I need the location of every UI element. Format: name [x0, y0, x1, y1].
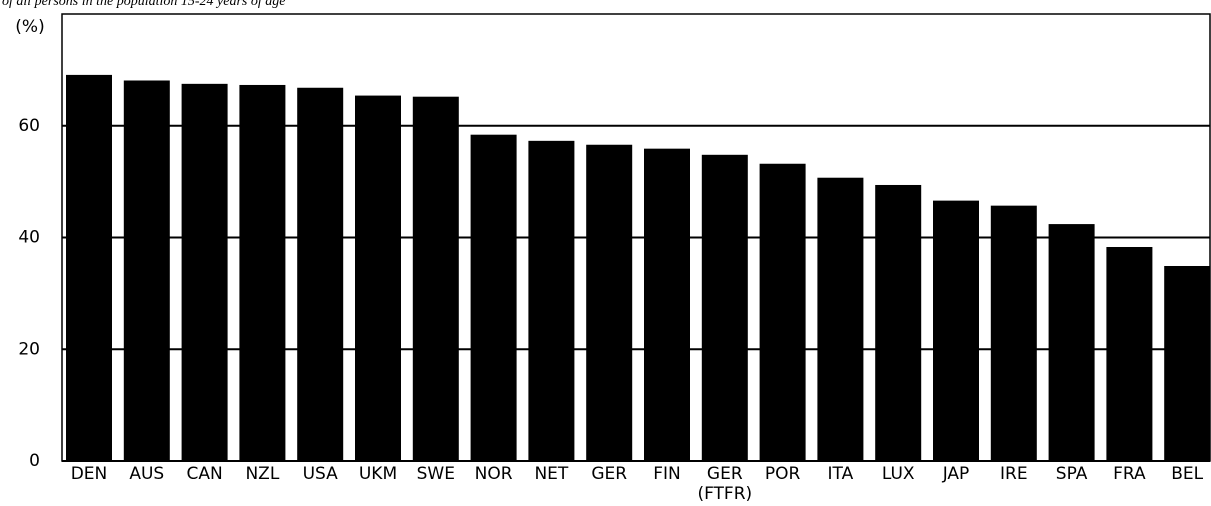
- bar: [990, 205, 1037, 461]
- bar: [1164, 265, 1211, 461]
- bar: [759, 163, 806, 461]
- subtitle: of all persons in the population 15-24 y…: [2, 0, 286, 9]
- x-tick-label: LUX: [881, 464, 915, 484]
- bar: [123, 80, 170, 462]
- bar: [1106, 246, 1153, 461]
- bar: [66, 74, 112, 461]
- x-tick-label: SWE: [416, 464, 455, 484]
- x-tick-label: BEL: [1171, 464, 1204, 484]
- x-tick-label: SPA: [1055, 464, 1088, 484]
- x-tick-label: FIN: [653, 464, 681, 484]
- bar: [875, 184, 922, 462]
- y-tick-label: 0: [29, 451, 40, 471]
- bar: [933, 200, 979, 461]
- bar: [701, 154, 748, 461]
- x-tick-label: NZL: [245, 464, 280, 484]
- bar: [412, 96, 459, 461]
- x-tick-label: FRA: [1113, 464, 1146, 484]
- x-tick-label: JAP: [942, 464, 970, 484]
- y-tick-label: 40: [18, 228, 40, 248]
- y-tick-label: 60: [18, 116, 40, 136]
- bar: [181, 83, 228, 461]
- x-tick-label: GER (FTFR): [697, 464, 753, 504]
- bar: [586, 144, 633, 461]
- x-tick-label: ITA: [827, 464, 854, 484]
- x-tick-label: NOR: [474, 464, 513, 484]
- x-tick-label: GER: [591, 464, 628, 484]
- x-tick-label: UKM: [358, 464, 398, 484]
- bar: [297, 87, 344, 461]
- x-tick-label: CAN: [186, 464, 223, 484]
- x-tick-label: AUS: [129, 464, 165, 484]
- bar: [239, 84, 286, 462]
- y-axis-label: (%): [15, 17, 44, 37]
- x-tick-label: IRE: [1000, 464, 1028, 484]
- bar: [528, 140, 575, 461]
- x-tick-label: POR: [764, 464, 801, 484]
- x-tick-label: NET: [534, 464, 569, 484]
- bar: [644, 148, 690, 461]
- bar: [817, 177, 864, 461]
- bar: [355, 95, 401, 461]
- x-tick-label: DEN: [70, 464, 108, 484]
- bar: [1048, 224, 1095, 461]
- y-tick-label: 20: [18, 339, 40, 359]
- bar: [470, 134, 517, 461]
- x-tick-label: USA: [302, 464, 338, 484]
